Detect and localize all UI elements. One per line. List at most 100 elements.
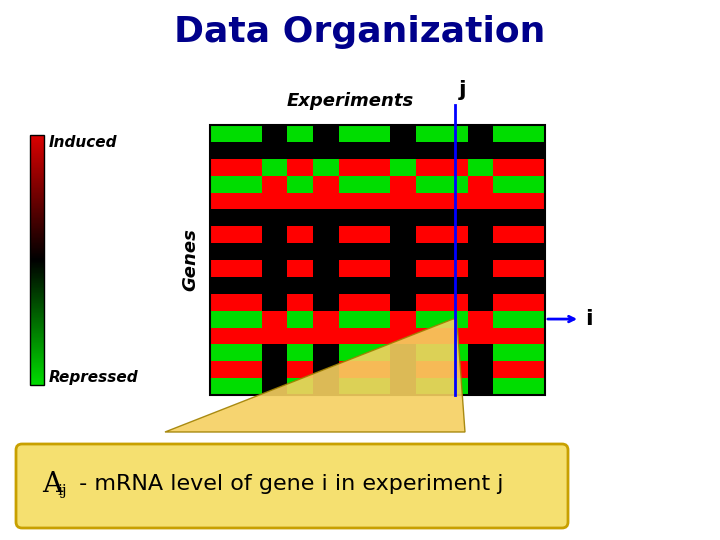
Bar [287, 243, 313, 260]
Bar [442, 310, 468, 327]
Bar [390, 226, 416, 243]
Bar [287, 361, 313, 378]
Bar [287, 327, 313, 345]
Bar [30, 329, 44, 330]
Bar [30, 361, 44, 362]
Bar [339, 277, 364, 294]
Bar [442, 210, 468, 226]
Bar [390, 361, 416, 378]
Bar [416, 142, 442, 159]
Bar [30, 207, 44, 208]
Bar [30, 243, 44, 244]
Bar [30, 159, 44, 160]
Bar [390, 260, 416, 277]
Bar [235, 226, 261, 243]
Bar [30, 325, 44, 327]
Bar [30, 237, 44, 238]
Bar [416, 260, 442, 277]
Bar [442, 226, 468, 243]
Bar [30, 265, 44, 266]
Bar [30, 168, 44, 170]
Bar [339, 226, 364, 243]
Bar [313, 176, 339, 192]
Bar [313, 226, 339, 243]
Bar [235, 310, 261, 327]
Bar [30, 208, 44, 209]
Bar [416, 226, 442, 243]
Bar [30, 359, 44, 360]
Bar [519, 142, 545, 159]
Bar [416, 277, 442, 294]
Bar [30, 152, 44, 153]
Bar [30, 274, 44, 276]
Bar [30, 281, 44, 282]
Bar [30, 188, 44, 189]
Bar [235, 345, 261, 361]
Bar [30, 305, 44, 306]
Text: j: j [459, 80, 467, 100]
Bar [30, 264, 44, 265]
Bar [519, 159, 545, 176]
Bar [30, 159, 44, 161]
Bar [30, 179, 44, 180]
Bar [30, 142, 44, 143]
Bar [468, 192, 493, 210]
Bar [313, 327, 339, 345]
Bar [339, 260, 364, 277]
Bar [30, 303, 44, 305]
Bar [30, 380, 44, 381]
Bar [30, 198, 44, 199]
Bar [287, 192, 313, 210]
Bar [30, 171, 44, 172]
Bar [390, 125, 416, 142]
Bar [30, 211, 44, 213]
Bar [30, 363, 44, 365]
Bar [30, 354, 44, 355]
Bar [30, 203, 44, 204]
Bar [30, 170, 44, 172]
Bar [313, 361, 339, 378]
Bar [30, 349, 44, 350]
Bar [519, 192, 545, 210]
Bar [30, 286, 44, 287]
Bar [30, 185, 44, 187]
Bar [261, 125, 287, 142]
Bar [519, 243, 545, 260]
Bar [30, 319, 44, 320]
Bar [30, 139, 44, 141]
Bar [30, 170, 44, 171]
Bar [390, 159, 416, 176]
Bar [493, 210, 519, 226]
Bar [210, 192, 235, 210]
Bar [30, 267, 44, 268]
Bar [30, 282, 44, 284]
Bar [30, 230, 44, 231]
Bar [30, 225, 44, 227]
Bar [287, 378, 313, 395]
Bar [30, 145, 44, 146]
Bar [468, 125, 493, 142]
Polygon shape [165, 319, 465, 432]
Bar [30, 323, 44, 324]
Bar [416, 176, 442, 192]
Bar [468, 260, 493, 277]
Bar [390, 210, 416, 226]
Bar [30, 217, 44, 218]
Bar [287, 210, 313, 226]
Bar [493, 176, 519, 192]
Bar [519, 226, 545, 243]
Bar [416, 345, 442, 361]
Bar [30, 247, 44, 248]
Bar [30, 295, 44, 296]
Bar [30, 140, 44, 141]
Bar [390, 327, 416, 345]
Bar [30, 371, 44, 373]
Bar [30, 346, 44, 348]
Bar [30, 322, 44, 323]
Bar [30, 184, 44, 185]
Bar [416, 327, 442, 345]
Bar [30, 232, 44, 233]
Bar [339, 192, 364, 210]
Bar [30, 235, 44, 237]
Bar [287, 277, 313, 294]
